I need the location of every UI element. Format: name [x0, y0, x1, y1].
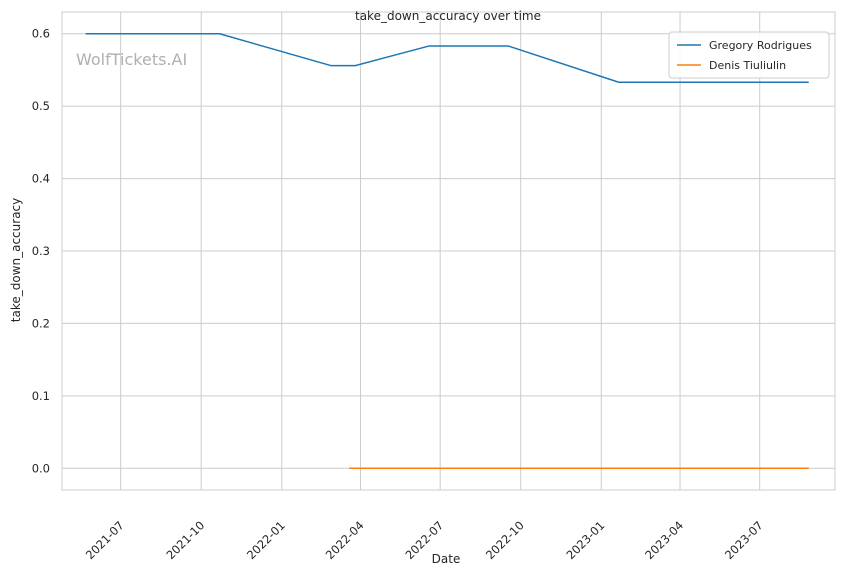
- y-tick-label: 0.5: [32, 99, 50, 113]
- x-tick-label: 2023-04: [642, 518, 686, 562]
- y-tick-label: 0.0: [32, 461, 50, 475]
- y-axis-label: take_down_accuracy: [9, 198, 23, 322]
- x-tick-label: 2021-10: [163, 518, 207, 562]
- x-tick-label: 2022-04: [323, 518, 367, 562]
- x-tick-label: 2023-01: [563, 518, 607, 562]
- chart-title: take_down_accuracy over time: [355, 9, 541, 23]
- y-tick-label: 0.1: [32, 389, 50, 403]
- x-axis-label: Date: [432, 552, 461, 566]
- legend-entry: Denis Tiuliulin: [709, 59, 786, 72]
- grid-lines: [62, 12, 835, 490]
- series-lines: [85, 32, 809, 470]
- legend-entry: Gregory Rodrigues: [709, 39, 812, 52]
- x-tick-label: 2023-07: [722, 518, 766, 562]
- x-tick-labels: 2021-07 2021-10 2022-01 2022-04 2022-07 2022-…: [83, 518, 766, 562]
- y-tick-label: 0.3: [32, 244, 50, 258]
- x-tick-label: 2022-10: [483, 518, 527, 562]
- legend-box: [668, 31, 830, 79]
- watermark: WolfTickets.AI: [76, 50, 187, 69]
- y-tick-label: 0.4: [32, 172, 50, 186]
- y-tick-labels: 0.0 0.1 0.2 0.3 0.4 0.5 0.6: [32, 27, 50, 476]
- y-tick-label: 0.6: [32, 27, 50, 41]
- legend: Gregory Rodrigues Denis Tiuliulin: [668, 31, 830, 79]
- plot-frame: [61, 11, 836, 491]
- x-tick-label: 2022-01: [244, 518, 288, 562]
- x-tick-label: 2021-07: [83, 518, 127, 562]
- series-line-1: [85, 32, 809, 83]
- y-tick-label: 0.2: [32, 316, 50, 330]
